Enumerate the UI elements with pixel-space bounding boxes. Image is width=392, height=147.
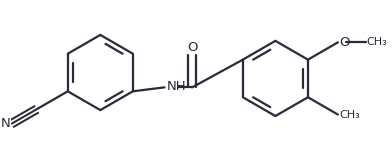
Text: O: O xyxy=(187,41,198,54)
Text: CH₃: CH₃ xyxy=(367,37,387,47)
Text: CH₃: CH₃ xyxy=(339,110,360,120)
Text: NH: NH xyxy=(167,80,186,93)
Text: O: O xyxy=(339,36,349,49)
Text: N: N xyxy=(0,117,10,130)
